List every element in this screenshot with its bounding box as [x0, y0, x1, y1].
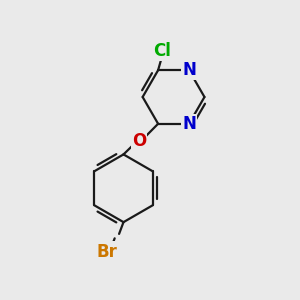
- Text: N: N: [182, 115, 196, 133]
- Text: Br: Br: [97, 243, 118, 261]
- Text: N: N: [182, 61, 196, 79]
- Text: O: O: [132, 132, 146, 150]
- Text: Cl: Cl: [154, 42, 172, 60]
